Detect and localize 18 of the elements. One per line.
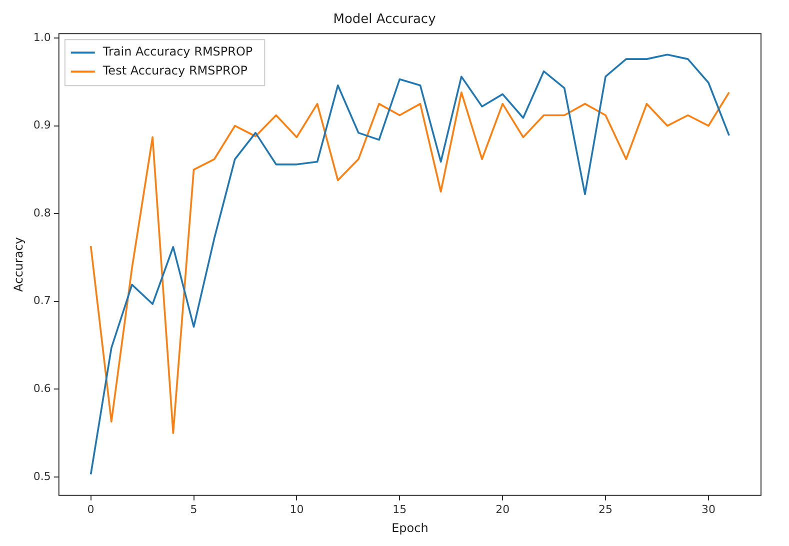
y-tick-label: 1.0 [33, 30, 51, 44]
y-tick-label: 0.5 [33, 470, 51, 483]
x-axis-title: Epoch [392, 520, 428, 535]
x-tick-label: 20 [496, 502, 510, 516]
x-tick-label: 25 [598, 502, 613, 516]
x-tick-label: 0 [87, 502, 94, 516]
legend-label: Train Accuracy RMSPROP [102, 44, 253, 59]
y-tick-label: 0.9 [33, 118, 51, 132]
x-tick-label: 15 [392, 502, 407, 516]
y-axis-title: Accuracy [11, 237, 26, 292]
legend-label: Test Accuracy RMSPROP [102, 64, 248, 78]
x-tick-label: 10 [290, 502, 304, 516]
y-tick-label: 0.8 [33, 206, 51, 220]
y-tick-label: 0.6 [33, 382, 51, 396]
x-tick-label: 30 [701, 502, 716, 516]
y-tick-label: 0.7 [33, 294, 51, 308]
chart-title: Model Accuracy [333, 12, 436, 28]
x-tick-label: 5 [190, 502, 198, 516]
